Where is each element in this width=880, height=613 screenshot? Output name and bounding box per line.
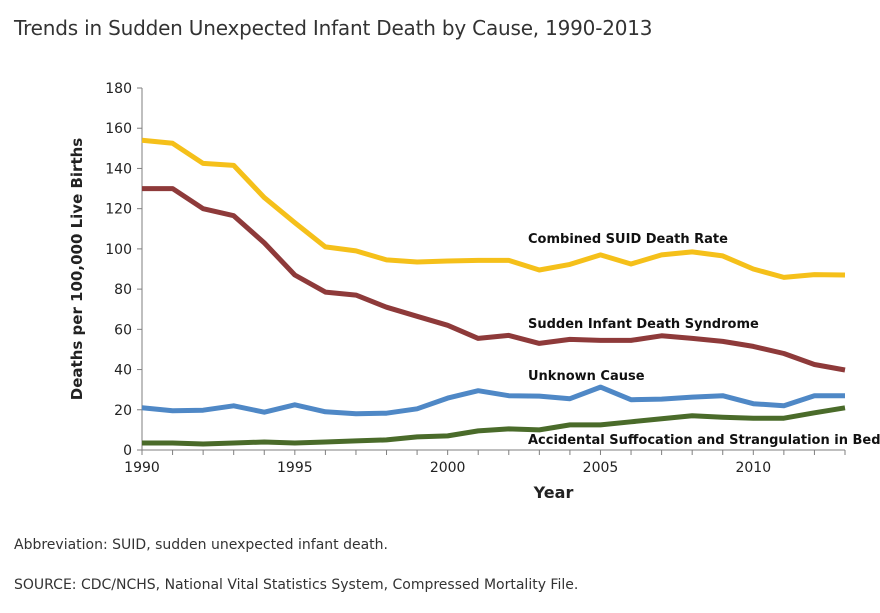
y-tick-label: 140 [105,161,132,177]
series-line-0 [141,137,846,280]
y-tick-label: 180 [105,81,132,97]
axes: 0 20 40 60 80 100 120 140 160 180 1990 1995 2000 2005… [68,81,846,502]
chart-title: Trends in Sudden Unexpected Infant Death… [14,16,653,40]
series-label-1: Sudden Infant Death Syndrome [528,317,759,332]
x-tick-label: 1990 [124,460,160,476]
series-line-3 [142,405,846,447]
x-axis-label: Year [533,483,574,502]
x-tick-label: 2010 [735,460,771,476]
y-tick-label: 160 [105,121,132,137]
abbreviation-note: Abbreviation: SUID, sudden unexpected in… [14,537,388,553]
source-note: SOURCE: CDC/NCHS, National Vital Statist… [14,577,579,593]
y-tick-label: 20 [114,403,132,419]
series-label-2: Unknown Cause [528,369,645,384]
y-axis-label: Deaths per 100,000 Live Births [68,138,86,401]
line-chart: 0 20 40 60 80 100 120 140 160 180 1990 1995 2000 2005… [68,81,880,502]
x-tick-label: 2000 [430,460,466,476]
x-tick-label: 1995 [277,460,313,476]
series-label-0: Combined SUID Death Rate [528,232,728,247]
y-tick-label: 100 [105,242,132,258]
series-labels: Combined SUID Death Rate Sudden Infant De… [528,232,880,448]
series-line-2 [141,384,845,417]
series-lines [141,137,846,447]
y-tick-label: 60 [114,322,132,338]
y-tick-label: 0 [123,443,132,459]
y-tick-label: 120 [105,202,132,218]
y-tick-label: 40 [114,363,132,379]
series-line-1 [142,186,846,373]
y-tick-label: 80 [114,282,132,298]
x-tick-label: 2005 [583,460,619,476]
series-label-3: Accidental Suffocation and Strangulation… [528,433,880,448]
